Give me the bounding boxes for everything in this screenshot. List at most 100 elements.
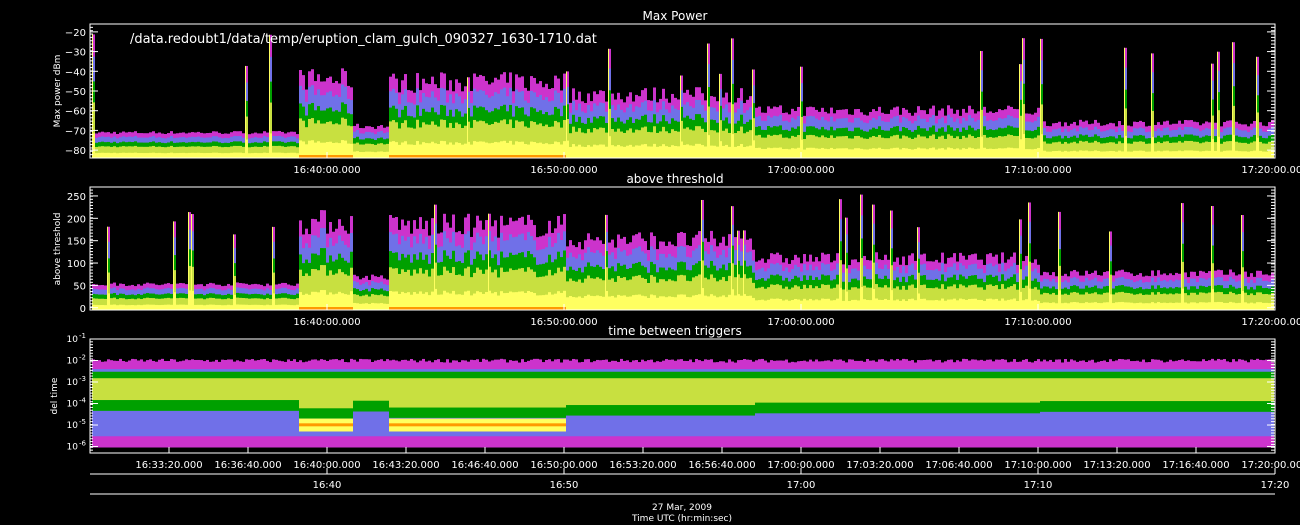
density-cell <box>1031 288 1034 310</box>
density-cell <box>464 423 467 427</box>
density-spike <box>1019 219 1020 310</box>
density-cell <box>1244 302 1247 310</box>
density-cell <box>1058 141 1061 158</box>
density-cell <box>344 155 347 158</box>
density-cell <box>773 147 776 158</box>
density-cell <box>458 307 461 310</box>
density-cell <box>479 378 482 408</box>
density-cell <box>992 137 995 158</box>
density-cell <box>530 141 533 158</box>
density-cell <box>518 307 521 310</box>
density-cell <box>599 144 602 158</box>
density-cell <box>539 142 542 158</box>
density-cell <box>311 118 314 158</box>
density-cell <box>506 271 509 310</box>
density-cell <box>782 137 785 158</box>
density-cell <box>719 141 722 158</box>
density-cell <box>125 305 128 310</box>
density-cell <box>167 378 170 401</box>
density-cell <box>1181 288 1184 310</box>
density-cell <box>767 287 770 310</box>
density-cell <box>1022 134 1025 158</box>
density-cell <box>632 295 635 310</box>
density-cell <box>1235 303 1238 310</box>
density-cell <box>188 265 191 310</box>
density-spike <box>800 66 801 158</box>
density-cell <box>1169 293 1172 310</box>
density-cell <box>122 152 125 158</box>
density-cell <box>650 294 653 310</box>
density-cell <box>275 298 278 310</box>
density-cell <box>428 143 431 158</box>
density-cell <box>224 153 227 158</box>
density-cell <box>353 294 356 310</box>
density-cell <box>344 294 347 310</box>
density-cell <box>293 305 296 310</box>
density-cell <box>371 378 374 401</box>
density-cell <box>356 303 359 310</box>
density-cell <box>461 423 464 427</box>
density-cell <box>698 143 701 158</box>
density-cell <box>158 378 161 401</box>
density-cell <box>1160 143 1163 158</box>
density-cell <box>1265 151 1268 158</box>
density-cell <box>728 275 731 310</box>
density-cell <box>500 291 503 310</box>
density-cell <box>446 378 449 408</box>
density-cell <box>743 133 746 158</box>
density-cell <box>1088 302 1091 310</box>
density-cell <box>698 274 701 310</box>
density-spike <box>752 69 753 158</box>
density-cell <box>668 296 671 310</box>
density-cell <box>452 267 455 310</box>
density-cell <box>512 155 515 158</box>
density-cell <box>401 142 404 158</box>
density-cell <box>278 152 281 158</box>
density-cell <box>329 141 332 158</box>
density-cell <box>161 153 164 158</box>
density-cell <box>542 295 545 310</box>
density-cell <box>470 277 473 310</box>
x-tick-label: 17:20:00.000 <box>1241 165 1300 176</box>
density-cell <box>737 145 740 158</box>
density-cell <box>656 132 659 158</box>
density-cell <box>503 119 506 158</box>
density-cell <box>350 267 353 310</box>
density-cell <box>971 148 974 158</box>
density-cell <box>368 296 371 310</box>
density-cell <box>392 307 395 310</box>
density-cell <box>1244 151 1247 158</box>
density-cell <box>602 280 605 310</box>
density-cell <box>113 378 116 401</box>
density-cell <box>494 292 497 310</box>
density-cell <box>467 266 470 310</box>
density-cell <box>749 295 752 310</box>
density-cell <box>485 123 488 158</box>
density-cell <box>605 290 608 310</box>
density-cell <box>1139 150 1142 158</box>
density-cell <box>680 120 683 158</box>
density-cell <box>755 135 758 158</box>
density-cell <box>305 155 308 158</box>
density-cell <box>419 307 422 310</box>
density-cell <box>818 300 821 310</box>
density-cell <box>224 299 227 310</box>
density-cell <box>305 144 308 158</box>
density-cell <box>233 378 236 401</box>
density-cell <box>323 155 326 158</box>
density-cell <box>572 280 575 310</box>
density-cell <box>701 128 704 158</box>
density-cell <box>113 297 116 310</box>
density-cell <box>296 378 299 401</box>
density-cell <box>1127 143 1130 158</box>
density-cell <box>137 378 140 401</box>
density-cell <box>803 139 806 158</box>
density-cell <box>470 155 473 158</box>
density-cell <box>917 293 920 310</box>
density-cell <box>254 152 257 158</box>
density-cell <box>830 135 833 158</box>
density-cell <box>854 299 857 310</box>
density-cell <box>353 143 356 158</box>
density-cell <box>899 300 902 310</box>
